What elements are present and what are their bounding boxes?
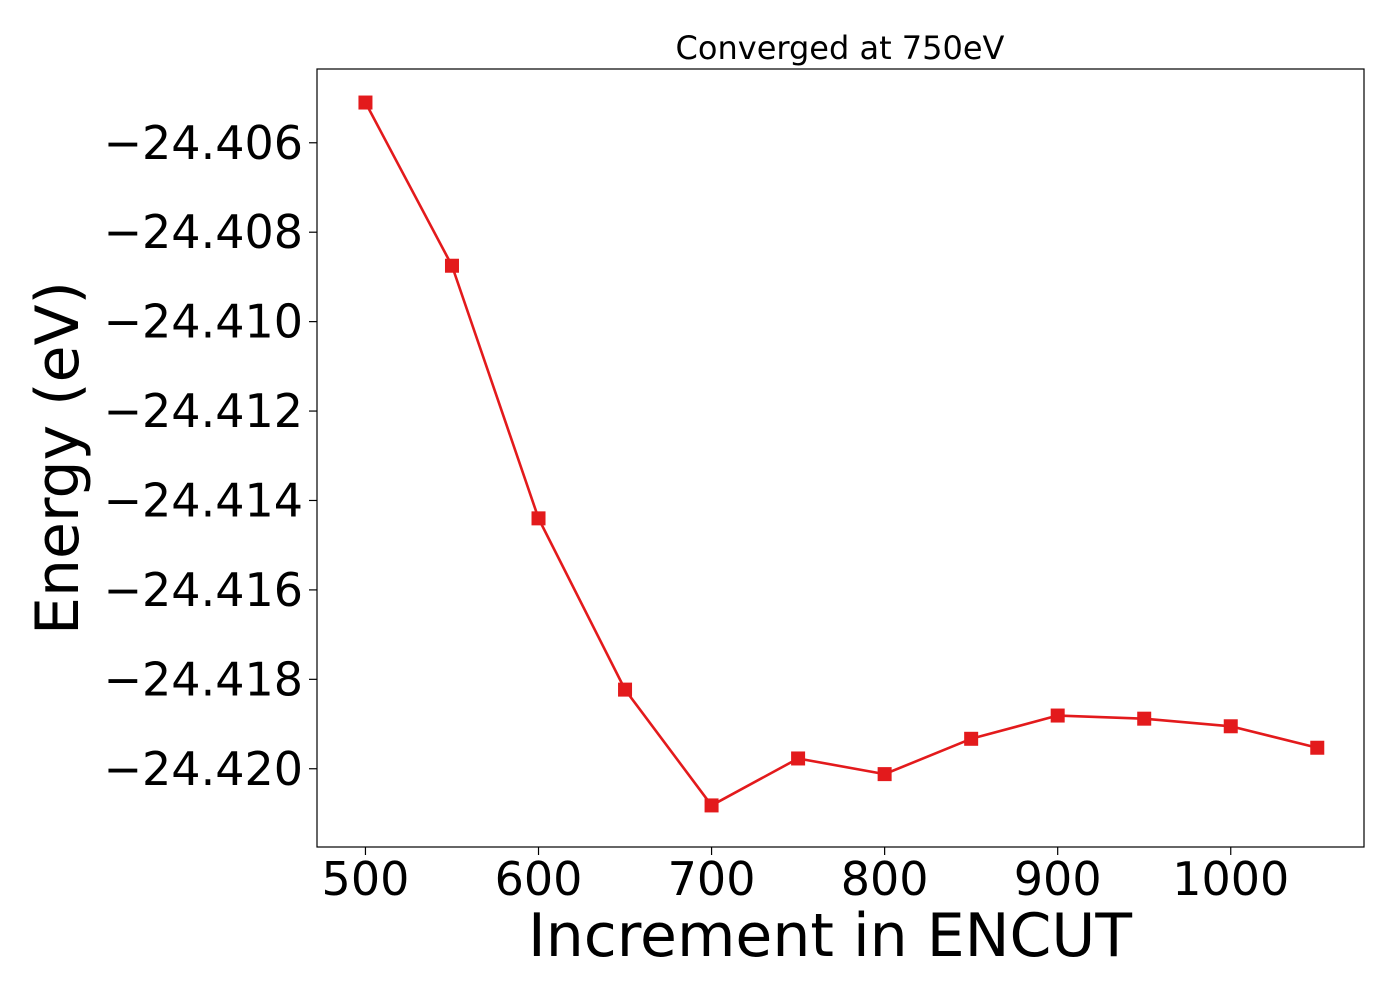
data-point-marker — [1137, 711, 1152, 726]
y-axis-label: Energy (eV) — [23, 281, 93, 635]
x-tick-label: 700 — [668, 852, 756, 906]
data-point-marker — [358, 95, 373, 110]
x-tick-label: 800 — [841, 852, 929, 906]
data-point-marker — [704, 798, 719, 813]
y-tick-label: −24.410 — [104, 295, 304, 349]
data-point-marker — [531, 511, 546, 526]
data-point-marker — [964, 731, 979, 746]
y-axis-ticks: −24.406 −24.408 −24.410 −24.412 −24.414 −24.4… — [104, 116, 317, 796]
series-line — [364, 101, 1318, 807]
y-tick-label: −24.412 — [104, 384, 304, 438]
y-tick-label: −24.418 — [104, 652, 304, 706]
data-point-marker — [618, 682, 633, 697]
x-axis-label: Increment in ENCUT — [528, 901, 1132, 971]
data-point-marker — [1223, 719, 1238, 734]
x-tick-label: 600 — [495, 852, 583, 906]
y-tick-label: −24.420 — [104, 742, 304, 796]
data-point-marker — [1050, 708, 1065, 723]
y-tick-label: −24.416 — [104, 563, 304, 617]
data-point-marker — [444, 258, 459, 273]
chart-title: Converged at 750eV — [676, 29, 1005, 67]
series-layer — [358, 95, 1325, 813]
plot-area-frame — [316, 68, 1365, 848]
y-tick-label: −24.414 — [104, 473, 304, 527]
y-tick-label: −24.408 — [104, 205, 304, 259]
x-axis-ticks: 500 600 700 800 900 1000 — [322, 847, 1289, 906]
x-tick-label: 900 — [1014, 852, 1102, 906]
y-tick-label: −24.406 — [104, 116, 304, 170]
data-point-marker — [877, 767, 892, 782]
data-point-marker — [1310, 740, 1325, 755]
x-tick-label: 500 — [322, 852, 410, 906]
data-point-marker — [791, 751, 806, 766]
x-tick-label: 1000 — [1172, 852, 1289, 906]
